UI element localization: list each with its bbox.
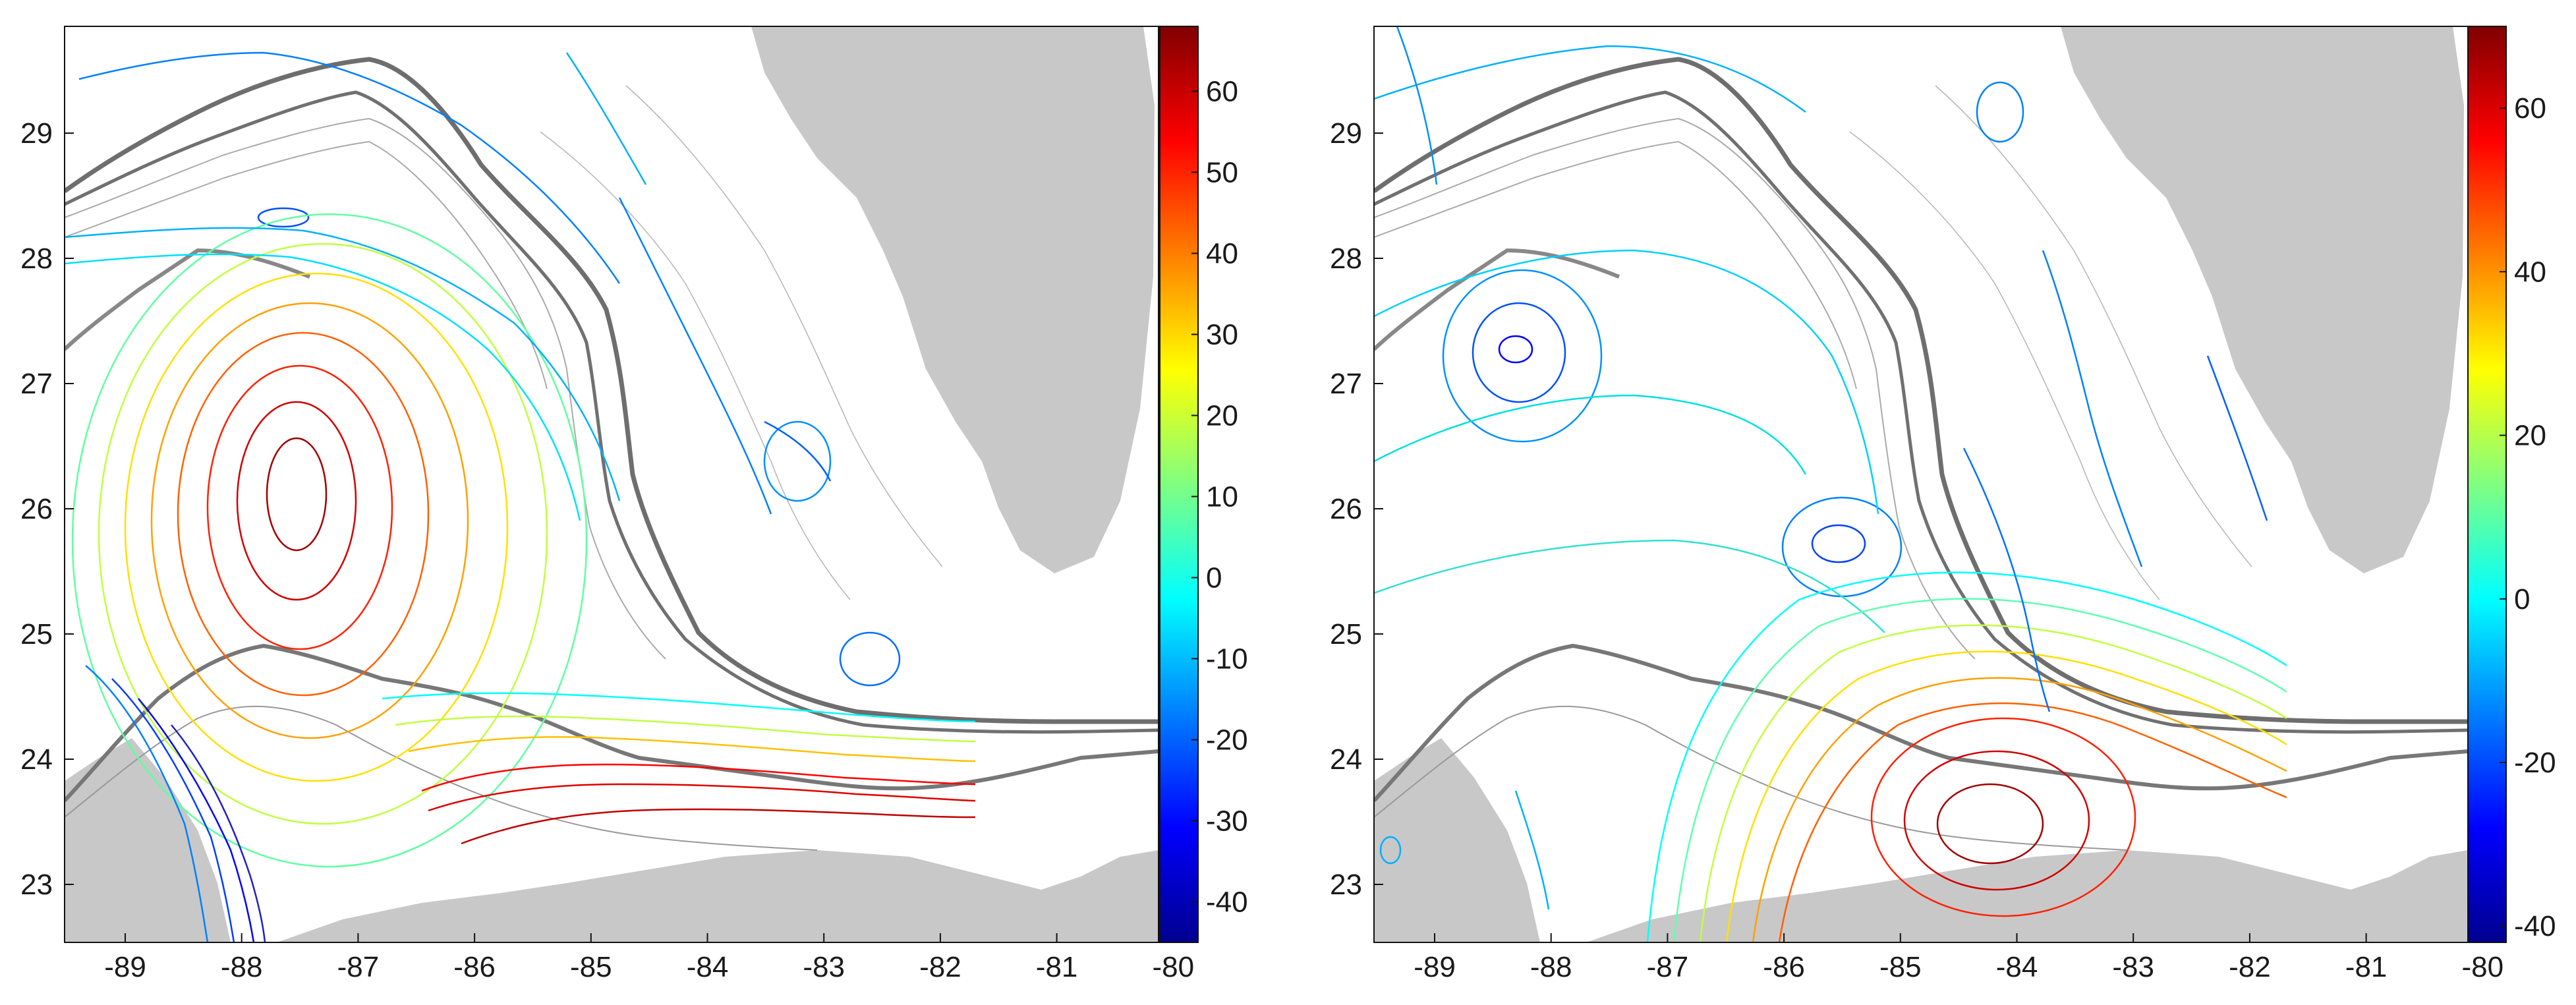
map-area-left [65, 26, 1159, 942]
colorbar-tick-label: -40 [1206, 886, 1248, 918]
x-tick-label: -87 [337, 951, 380, 983]
field-contours-right [1374, 26, 2287, 942]
x-tick-label: -88 [1530, 951, 1572, 983]
y-tick-label: 25 [20, 618, 53, 650]
colorbar-right: 60 40 20 0 -20 -40 [2467, 26, 2556, 943]
y-tick-label: 28 [20, 243, 53, 275]
map-area-right [1374, 26, 2468, 942]
y-tick-label: 24 [20, 743, 53, 776]
x-tick-label: -81 [2345, 951, 2388, 983]
bathymetry-contours-right [1374, 57, 2468, 851]
map-panel-left: -89 -88 -87 -86 -85 -84 -83 -82 -81 -80 292827262… [20, 26, 1194, 983]
map-panel-right: -89 -88 -87 -86 -85 -84 -83 -82 -81 -80 292827262… [1330, 26, 2504, 983]
colorbar-tick-label: 10 [1206, 480, 1238, 513]
x-tick-label: -84 [1996, 951, 2038, 983]
colorbar-tick-label: -20 [1206, 724, 1248, 756]
colorbar-tick-label: 30 [1206, 318, 1238, 351]
y-axis-ticks-left: 29 28 27 26 25 24 23 [20, 117, 74, 901]
colorbar-tick-label: 40 [2514, 256, 2546, 288]
land-cuba [1586, 850, 2468, 942]
x-axis-ticks-left: -89 -88 -87 -86 -85 -84 -83 -82 -81 -80 [104, 933, 1194, 983]
y-tick-label: 24 [1330, 743, 1362, 776]
islands-left [1010, 159, 1052, 202]
colorbar-tick-label: 40 [1206, 237, 1238, 270]
x-tick-label: -80 [1153, 951, 1195, 983]
bathymetry-contours-left [65, 57, 1159, 851]
x-tick-label: -88 [221, 951, 263, 983]
x-tick-label: -85 [570, 951, 612, 983]
y-tick-label: 27 [20, 368, 53, 400]
y-tick-label: 27 [1330, 368, 1362, 400]
y-tick-label: 29 [1330, 117, 1362, 150]
x-tick-label: -83 [2112, 951, 2154, 983]
land-yucatan [1374, 738, 1540, 942]
x-tick-label: -86 [1763, 951, 1805, 983]
x-tick-label: -89 [104, 951, 146, 983]
x-tick-label: -82 [2229, 951, 2271, 983]
colorbar-tick-label: 20 [2514, 420, 2546, 452]
colorbar-ticks-left: 60 50 40 30 20 10 0 -10 -20 -30 -40 [1191, 75, 1248, 918]
land-yucatan [65, 738, 231, 942]
colorbar-tick-label: 20 [1206, 399, 1238, 432]
x-tick-label: -82 [919, 951, 961, 983]
y-tick-label: 26 [20, 493, 53, 525]
axes-frame-left [64, 26, 1159, 943]
x-tick-label: -85 [1879, 951, 1922, 983]
x-tick-label: -86 [453, 951, 496, 983]
colorbar-tick-label: 0 [1206, 561, 1222, 594]
colorbar-tick-label: 50 [1206, 156, 1238, 188]
colorbar-tick-label: 0 [2514, 583, 2530, 616]
y-tick-label: 25 [1330, 618, 1362, 650]
y-axis-ticks-right: 29 28 27 26 25 24 23 [1330, 117, 1383, 901]
colorbar-left: 60 50 40 30 20 10 0 -10 -20 -30 -40 [1159, 26, 1248, 943]
x-tick-label: -83 [803, 951, 845, 983]
colorbar-tick-label: -10 [1206, 643, 1248, 675]
x-axis-ticks-right: -89 -88 -87 -86 -85 -84 -83 -82 -81 -80 [1414, 933, 2504, 983]
x-tick-label: -80 [2462, 951, 2504, 983]
islands-right [2320, 159, 2361, 202]
x-tick-label: -84 [687, 951, 729, 983]
colorbar-tick-label: 60 [2514, 92, 2546, 125]
y-tick-label: 28 [1330, 243, 1362, 275]
y-tick-label: 23 [20, 869, 53, 901]
y-tick-label: 26 [1330, 493, 1362, 525]
colorbar-tick-label: -40 [2514, 910, 2556, 942]
field-contours-left [65, 51, 976, 942]
colorbar-gradient-left [1159, 26, 1199, 943]
land-cuba [277, 850, 1159, 942]
land-florida [751, 26, 1155, 573]
land-florida [2061, 26, 2464, 573]
x-tick-label: -81 [1036, 951, 1078, 983]
colorbar-tick-label: -20 [2514, 747, 2556, 779]
x-tick-label: -89 [1414, 951, 1456, 983]
x-tick-label: -87 [1647, 951, 1689, 983]
colorbar-tick-label: -30 [1206, 805, 1248, 837]
colorbar-ticks-right: 60 40 20 0 -20 -40 [2500, 92, 2556, 942]
y-tick-label: 23 [1330, 869, 1362, 901]
y-tick-label: 29 [20, 117, 53, 150]
colorbar-gradient-right [2467, 26, 2507, 943]
colorbar-tick-label: 60 [1206, 75, 1238, 107]
